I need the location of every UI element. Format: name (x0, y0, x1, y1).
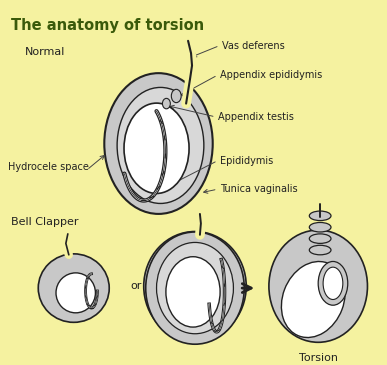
Ellipse shape (156, 242, 233, 334)
Text: Appendix testis: Appendix testis (217, 112, 293, 122)
Text: Appendix epididymis: Appendix epididymis (219, 70, 322, 80)
Text: The anatomy of torsion: The anatomy of torsion (11, 18, 204, 33)
Ellipse shape (163, 98, 170, 109)
Ellipse shape (56, 273, 96, 313)
Text: Hydrocele space: Hydrocele space (8, 162, 89, 172)
Ellipse shape (166, 257, 220, 327)
Text: Normal: Normal (24, 47, 65, 57)
Ellipse shape (117, 88, 204, 203)
Ellipse shape (309, 245, 331, 255)
Ellipse shape (124, 103, 189, 193)
Ellipse shape (323, 267, 343, 300)
Ellipse shape (38, 254, 109, 322)
Text: Tunica vaginalis: Tunica vaginalis (219, 184, 297, 194)
Ellipse shape (309, 234, 331, 243)
Text: Torsion: Torsion (299, 353, 338, 363)
Ellipse shape (269, 230, 368, 342)
Ellipse shape (318, 261, 348, 305)
Ellipse shape (171, 89, 181, 103)
Text: Bell Clapper: Bell Clapper (11, 217, 78, 227)
Ellipse shape (309, 211, 331, 220)
Text: or: or (130, 281, 142, 291)
Text: Epididymis: Epididymis (219, 155, 273, 166)
Ellipse shape (146, 232, 244, 344)
Ellipse shape (104, 73, 213, 214)
Text: Vas deferens: Vas deferens (222, 41, 284, 51)
Ellipse shape (144, 231, 246, 341)
Ellipse shape (281, 261, 345, 338)
Ellipse shape (309, 223, 331, 232)
